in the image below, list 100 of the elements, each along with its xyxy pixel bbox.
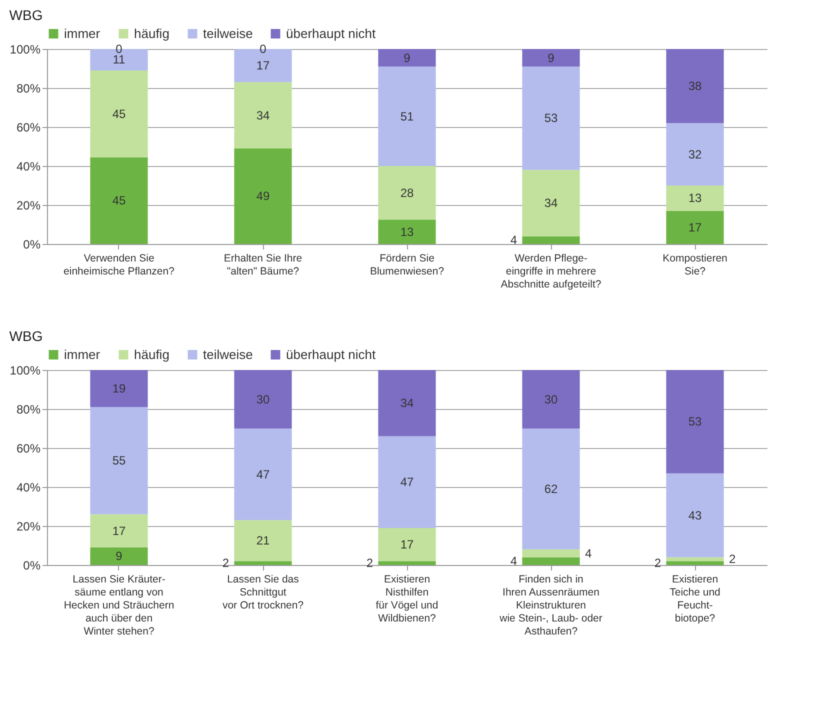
bar bbox=[234, 561, 292, 565]
bar bbox=[522, 549, 580, 558]
data-label: 21 bbox=[256, 534, 270, 548]
data-label: 2 bbox=[654, 556, 662, 570]
data-label: 53 bbox=[688, 414, 702, 429]
legend-label: häufig bbox=[134, 26, 170, 41]
x-tick-label: Fördern Sie Blumenwiesen? bbox=[370, 252, 444, 278]
y-tick-label: 60% bbox=[16, 120, 41, 134]
legend-label: überhaupt nicht bbox=[286, 346, 376, 362]
bar bbox=[666, 123, 724, 186]
data-label: 2 bbox=[366, 556, 374, 570]
y-tick-label: 100% bbox=[10, 42, 41, 56]
data-label: 0 bbox=[260, 42, 267, 56]
data-label: 34 bbox=[400, 396, 414, 410]
data-label: 17 bbox=[112, 524, 126, 538]
legend-label: teilweise bbox=[203, 346, 253, 362]
data-label: 53 bbox=[544, 111, 558, 126]
data-label: 38 bbox=[688, 79, 702, 94]
data-label: 34 bbox=[256, 108, 270, 122]
bar bbox=[522, 557, 580, 565]
data-label: 9 bbox=[404, 50, 411, 65]
x-tick-label: Finden sich in Ihren Aussenräumen Kleinstrukturen wie Stein-, Laub- oder Asthaufen? bbox=[498, 574, 603, 638]
bar bbox=[234, 520, 292, 562]
data-label: 45 bbox=[112, 194, 126, 208]
data-label: 4 bbox=[510, 554, 518, 568]
data-label: 43 bbox=[688, 508, 702, 522]
y-tick-label: 20% bbox=[16, 520, 41, 534]
y-tick-label: 100% bbox=[10, 364, 41, 378]
bar bbox=[522, 370, 580, 428]
bar bbox=[90, 157, 148, 244]
bar bbox=[378, 561, 436, 565]
bar bbox=[90, 370, 148, 408]
bar bbox=[378, 528, 436, 562]
data-label: 28 bbox=[400, 186, 414, 200]
data-label: 34 bbox=[544, 196, 558, 210]
data-label: 2 bbox=[222, 556, 230, 570]
bar bbox=[522, 170, 580, 236]
data-label: 9 bbox=[116, 549, 123, 564]
data-label: 30 bbox=[544, 392, 558, 406]
bar bbox=[90, 547, 148, 565]
legend-label: teilweise bbox=[203, 26, 253, 41]
bar bbox=[522, 66, 580, 170]
data-label: 47 bbox=[256, 467, 270, 482]
bar bbox=[234, 148, 292, 244]
chart-title: WBG bbox=[9, 7, 43, 23]
y-tick-label: 80% bbox=[16, 82, 41, 96]
bar bbox=[666, 370, 724, 474]
y-tick-label: 40% bbox=[16, 480, 41, 494]
y-tick-label: 60% bbox=[16, 442, 41, 456]
data-label: 13 bbox=[688, 191, 702, 206]
data-label: 2 bbox=[729, 552, 736, 566]
y-tick-label: 0% bbox=[23, 238, 41, 252]
x-tick-label: Lassen Sie Kräuter- säume entlang von Hecken und Sträuchern auch über den Winter stehen? bbox=[64, 574, 174, 638]
bar bbox=[378, 370, 436, 436]
x-tick-label: Existieren Nisthilfen für Vögel und Wildbienen? bbox=[376, 574, 438, 624]
bar bbox=[378, 220, 436, 244]
bar bbox=[234, 370, 292, 428]
bar bbox=[522, 428, 580, 550]
bar bbox=[378, 166, 436, 220]
y-tick-label: 40% bbox=[16, 160, 41, 174]
data-label: 17 bbox=[688, 220, 702, 234]
bar bbox=[378, 436, 436, 528]
data-label: 51 bbox=[400, 109, 414, 124]
y-tick-label: 20% bbox=[16, 198, 41, 212]
legend-label: immer bbox=[64, 26, 101, 41]
y-tick-label: 80% bbox=[16, 402, 41, 416]
data-label: 4 bbox=[585, 546, 592, 560]
data-label: 17 bbox=[400, 538, 414, 552]
x-tick-label: Lassen Sie das Schnittgut vor Ort trocknen? bbox=[222, 574, 304, 612]
data-label: 62 bbox=[544, 482, 558, 496]
bar bbox=[522, 49, 580, 67]
bar bbox=[666, 49, 724, 124]
data-label: 4 bbox=[510, 233, 518, 248]
bar bbox=[90, 514, 148, 548]
legend-label: immer bbox=[64, 346, 101, 362]
bar bbox=[666, 557, 724, 562]
bar bbox=[90, 407, 148, 514]
x-tick-label: Existieren Teiche und Feucht- biotope? bbox=[670, 574, 721, 624]
bar bbox=[522, 236, 580, 244]
data-label: 49 bbox=[256, 189, 270, 204]
bar bbox=[666, 186, 724, 211]
bar bbox=[90, 70, 148, 158]
data-label: 32 bbox=[688, 147, 702, 162]
data-label: 9 bbox=[548, 50, 555, 65]
x-tick-label: Werden Pflege- eingriffe in mehrere Abschnitte aufgeteilt? bbox=[500, 252, 602, 290]
legend-label: häufig bbox=[134, 346, 170, 362]
data-label: 47 bbox=[400, 475, 414, 490]
data-label: 13 bbox=[400, 224, 414, 239]
bar bbox=[378, 66, 436, 166]
bar bbox=[666, 210, 724, 244]
x-tick-label: Kompostieren Sie? bbox=[662, 252, 728, 278]
bar bbox=[234, 82, 292, 148]
bar bbox=[666, 473, 724, 558]
data-label: 45 bbox=[112, 106, 126, 121]
data-label: 19 bbox=[112, 382, 126, 396]
data-label: 17 bbox=[256, 58, 270, 73]
chart-title: WBG bbox=[9, 328, 43, 344]
x-tick-label: Verwenden Sie einheimische Pflanzen? bbox=[64, 252, 175, 278]
data-label: 55 bbox=[112, 454, 126, 468]
x-tick-label: Erhalten Sie Ihre "alten" Bäume? bbox=[224, 252, 302, 278]
